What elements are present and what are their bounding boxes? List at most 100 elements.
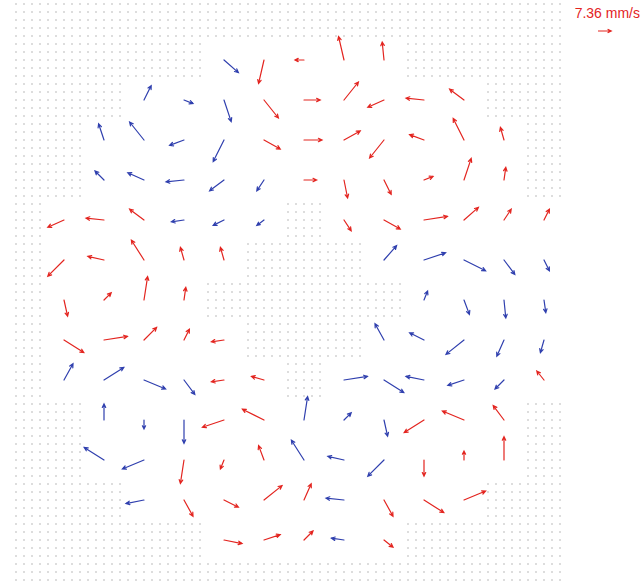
velocity-vector xyxy=(344,413,351,420)
velocity-vector xyxy=(257,180,264,191)
velocity-vector xyxy=(180,247,184,260)
velocity-vector xyxy=(102,404,105,420)
velocity-vector xyxy=(144,86,151,100)
velocity-vector xyxy=(384,420,389,436)
velocity-vector xyxy=(328,456,344,461)
velocity-vector xyxy=(128,173,144,180)
velocity-vector xyxy=(184,500,193,516)
velocity-vector xyxy=(264,534,280,540)
velocity-vector xyxy=(504,209,511,220)
velocity-vector xyxy=(464,207,478,220)
velocity-vector xyxy=(497,340,504,356)
velocity-vector xyxy=(84,447,104,460)
velocity-vector xyxy=(130,209,144,220)
velocity-vector xyxy=(264,140,280,149)
velocity-vector xyxy=(104,367,124,380)
velocity-vector xyxy=(213,220,224,225)
velocity-vector xyxy=(258,60,264,83)
velocity-vector xyxy=(210,180,224,191)
velocity-vector xyxy=(424,252,446,260)
velocity-vector xyxy=(424,176,433,180)
velocity-vector xyxy=(424,500,444,513)
velocity-vector xyxy=(48,260,64,276)
velocity-vector xyxy=(304,178,317,181)
velocity-vector xyxy=(304,397,309,420)
velocity-vector xyxy=(104,335,127,340)
velocity-vector xyxy=(182,420,185,443)
velocity-vector xyxy=(424,215,447,220)
velocity-vector xyxy=(64,364,73,380)
velocity-vector xyxy=(375,324,384,340)
velocity-vector xyxy=(291,440,304,460)
velocity-vector xyxy=(464,491,486,500)
vector-series xyxy=(64,60,549,540)
velocity-vector xyxy=(184,287,187,300)
velocity-vector xyxy=(406,97,424,101)
velocity-vector xyxy=(144,380,166,389)
velocity-vector xyxy=(304,484,311,500)
velocity-vector xyxy=(220,460,224,469)
velocity-vector xyxy=(304,138,322,141)
velocity-vector xyxy=(495,380,504,389)
velocity-vector xyxy=(126,500,144,505)
velocity-vector xyxy=(224,60,238,73)
velocity-vector xyxy=(220,247,224,260)
velocity-vector xyxy=(344,180,349,198)
velocity-vector xyxy=(86,217,104,221)
velocity-vector xyxy=(368,100,384,107)
velocity-vector xyxy=(384,220,400,229)
velocity-vector xyxy=(384,540,393,547)
velocity-vector xyxy=(264,100,278,118)
velocity-vector xyxy=(48,220,64,227)
velocity-vector xyxy=(344,82,358,100)
velocity-vector xyxy=(464,300,470,314)
velocity-vector xyxy=(144,327,157,340)
velocity-vector xyxy=(184,380,195,394)
velocity-vector xyxy=(424,291,428,300)
velocity-vector xyxy=(462,451,465,460)
velocity-vector xyxy=(224,540,242,545)
velocity-vector xyxy=(184,100,193,104)
velocity-vector xyxy=(211,380,224,383)
velocity-vector xyxy=(544,260,549,271)
velocity-vector xyxy=(544,300,547,313)
velocity-vector xyxy=(464,158,472,180)
velocity-vector xyxy=(502,437,505,460)
velocity-vector xyxy=(211,340,224,343)
velocity-vector xyxy=(344,375,367,380)
velocity-vector xyxy=(504,260,515,274)
velocity-vector xyxy=(504,300,508,318)
velocity-vector xyxy=(170,140,184,146)
velocity-vector xyxy=(453,118,464,140)
velocity-vector xyxy=(64,300,69,316)
velocity-vector xyxy=(384,500,393,516)
velocity-vector xyxy=(251,376,264,380)
velocity-vector xyxy=(130,122,144,140)
velocity-vector xyxy=(179,460,184,483)
velocity-vector xyxy=(326,497,344,501)
velocity-vector xyxy=(295,58,304,61)
velocity-vector xyxy=(384,246,397,260)
velocity-vector xyxy=(410,134,424,140)
velocity-vector xyxy=(104,293,111,300)
velocity-vector xyxy=(344,131,360,140)
velocity-vector xyxy=(213,140,224,162)
velocity-vector xyxy=(95,171,104,180)
velocity-vector xyxy=(242,409,264,420)
velocity-vector xyxy=(184,329,189,340)
velocity-vector xyxy=(504,167,507,180)
velocity-vector xyxy=(264,486,282,500)
velocity-vector xyxy=(338,37,344,60)
vector-series xyxy=(48,37,550,548)
velocity-vector xyxy=(448,380,464,386)
velocity-vector xyxy=(406,375,424,380)
velocity-vector xyxy=(422,460,425,476)
velocity-vector xyxy=(450,89,464,100)
velocity-vector xyxy=(202,420,224,428)
velocity-vector xyxy=(384,380,404,393)
reference-label: 7.36 mm/s xyxy=(575,5,640,21)
velocity-vector xyxy=(304,531,313,540)
velocity-vector xyxy=(171,220,184,223)
velocity-vector xyxy=(257,220,264,225)
velocity-vector xyxy=(404,420,424,433)
